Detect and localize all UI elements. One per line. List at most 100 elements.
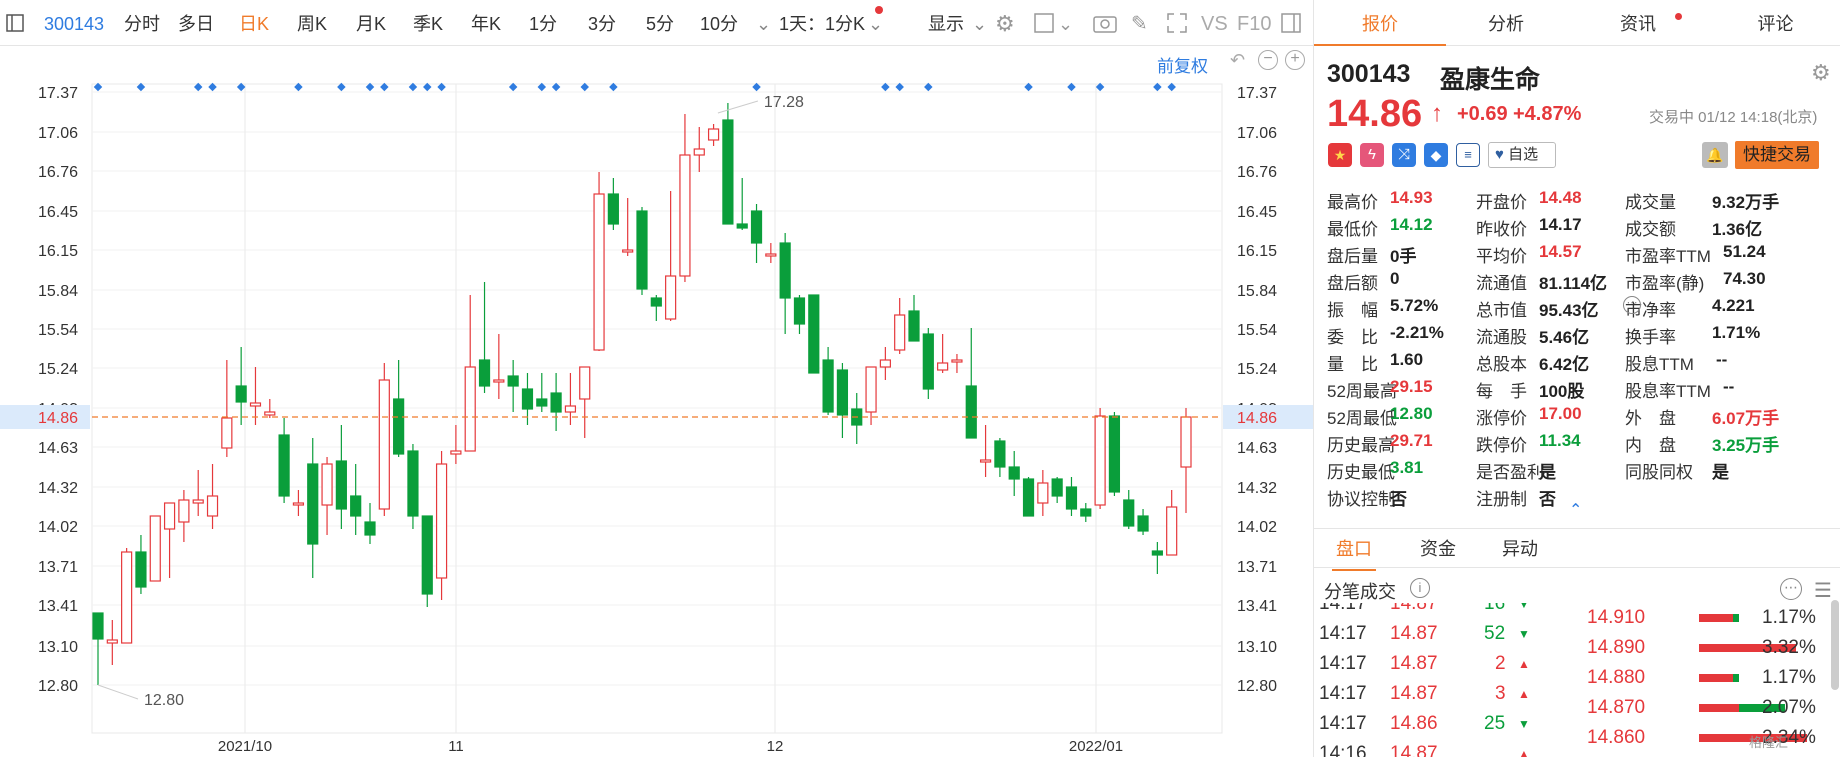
candle-body[interactable] (221, 417, 233, 449)
candle-body[interactable] (507, 375, 519, 387)
candle-body[interactable] (378, 379, 390, 510)
candle-body[interactable] (1151, 550, 1163, 556)
bell-icon[interactable]: 🔔 (1702, 142, 1728, 168)
candle-body[interactable] (335, 460, 347, 510)
candle-body[interactable] (836, 369, 849, 416)
candle-body[interactable] (650, 297, 662, 307)
candle-body[interactable] (178, 499, 190, 523)
sidebar-toggle-icon[interactable] (6, 0, 24, 46)
fullscreen-icon[interactable] (1167, 0, 1187, 46)
candle-body[interactable] (1094, 415, 1106, 506)
tab-3min[interactable]: 3分 (588, 14, 617, 34)
shuffle-icon[interactable]: ⤨ (1392, 143, 1416, 167)
candle-body[interactable] (550, 392, 562, 413)
vs-button[interactable]: VS (1201, 13, 1228, 35)
candle-body[interactable] (192, 499, 204, 504)
more-icon[interactable]: ⋯ (1780, 578, 1802, 600)
gear-icon[interactable]: ⚙ (995, 11, 1015, 36)
tab-news[interactable]: 资讯 (1620, 14, 1656, 34)
candle-body[interactable] (307, 463, 319, 545)
note-icon[interactable]: ≡ (1456, 143, 1480, 167)
event-marker[interactable] (365, 82, 375, 92)
candle-body[interactable] (1051, 478, 1063, 497)
candle-body[interactable] (464, 366, 476, 452)
undo-icon[interactable]: ↶ (1230, 50, 1246, 70)
tab-comments[interactable]: 评论 (1757, 14, 1794, 34)
candle-body[interactable] (679, 154, 691, 277)
zoom-out-icon[interactable]: − (1258, 50, 1278, 70)
tab-1min[interactable]: 1分 (529, 14, 558, 34)
lightning-icon[interactable]: ϟ (1360, 143, 1384, 167)
tab-multiday[interactable]: 多日 (178, 14, 214, 34)
candle-body[interactable] (292, 502, 305, 506)
tab-month-k[interactable]: 月K (356, 14, 387, 34)
candle-body[interactable] (622, 249, 634, 253)
candle-body[interactable] (249, 402, 262, 407)
candle-body[interactable] (135, 551, 147, 588)
checkbox-icon[interactable] (1034, 0, 1054, 46)
panel-toggle-icon[interactable] (1281, 0, 1301, 46)
candle-body[interactable] (579, 366, 591, 400)
candle-body[interactable] (407, 450, 419, 517)
tab-week-k[interactable]: 周K (297, 14, 328, 34)
candle-body[interactable] (979, 459, 992, 463)
tab-fenshi[interactable]: 分时 (124, 14, 160, 34)
candle-body[interactable] (278, 434, 290, 497)
display-button[interactable]: 显示 (928, 14, 964, 34)
quick-trade-button[interactable]: 快捷交易 (1735, 141, 1819, 169)
event-marker[interactable] (337, 82, 346, 92)
candle-body[interactable] (1008, 466, 1020, 480)
candle-body[interactable] (350, 495, 362, 517)
candle-body[interactable] (1080, 508, 1092, 517)
candle-body[interactable] (1022, 478, 1035, 517)
candle-body[interactable] (364, 521, 376, 536)
candle-body[interactable] (779, 242, 791, 299)
chevron-down-icon[interactable]: ⌄ (972, 14, 988, 34)
candle-body[interactable] (879, 359, 891, 368)
candle-body[interactable] (765, 253, 777, 257)
zoom-in-icon[interactable]: + (1285, 50, 1305, 70)
add-watchlist-button[interactable]: ♥ 自选 (1488, 142, 1556, 168)
candle-body[interactable] (665, 275, 677, 320)
candle-body[interactable] (593, 193, 605, 351)
candle-body[interactable] (707, 128, 720, 141)
candle-body[interactable] (564, 405, 577, 413)
candle-body[interactable] (865, 366, 877, 413)
candle-body[interactable] (536, 398, 548, 407)
candle-body[interactable] (908, 310, 920, 342)
pencil-icon[interactable]: ✎ (1131, 13, 1148, 35)
candle-body[interactable] (121, 551, 133, 644)
candle-body[interactable] (822, 359, 834, 413)
event-marker[interactable] (294, 82, 303, 92)
kline-svg[interactable]: 17.37 17.37 17.06 17.06 16.76 16.76 16.45 16.45… (0, 46, 1313, 757)
candle-body[interactable] (1037, 482, 1049, 504)
chevron-down-icon[interactable]: ⌄ (756, 14, 772, 34)
candle-body[interactable] (693, 148, 705, 156)
candle-body[interactable] (894, 314, 906, 351)
candle-body[interactable] (994, 440, 1006, 468)
kline-chart[interactable]: 17.37 17.37 17.06 17.06 16.76 16.76 16.45 16.45… (0, 46, 1313, 757)
candle-body[interactable] (808, 294, 820, 374)
candle-body[interactable] (206, 495, 219, 517)
candle-body[interactable] (393, 398, 405, 455)
candle-body[interactable] (965, 385, 977, 439)
tab-5min[interactable]: 5分 (646, 14, 675, 34)
tab-day-k[interactable]: 日K (239, 14, 270, 34)
tab-10min[interactable]: 10分 (700, 14, 739, 34)
candle-body[interactable] (1123, 499, 1135, 527)
candle-body[interactable] (478, 359, 491, 387)
candle-body[interactable] (722, 119, 734, 225)
camera-icon[interactable] (1093, 0, 1117, 46)
candle-body[interactable] (106, 639, 118, 644)
candle-body[interactable] (636, 210, 648, 290)
candle-body[interactable] (1108, 415, 1121, 493)
tab-quote[interactable]: 报价 (1314, 0, 1446, 46)
candle-body[interactable] (750, 210, 763, 244)
candle-body[interactable] (450, 450, 462, 455)
tag-icon[interactable]: ◆ (1424, 143, 1448, 167)
candle-body[interactable] (922, 333, 934, 390)
tab-anomaly[interactable]: 异动 (1502, 539, 1538, 559)
candle-body[interactable] (1065, 486, 1078, 510)
candle-body[interactable] (736, 223, 748, 229)
tab-season-k[interactable]: 季K (413, 14, 444, 34)
